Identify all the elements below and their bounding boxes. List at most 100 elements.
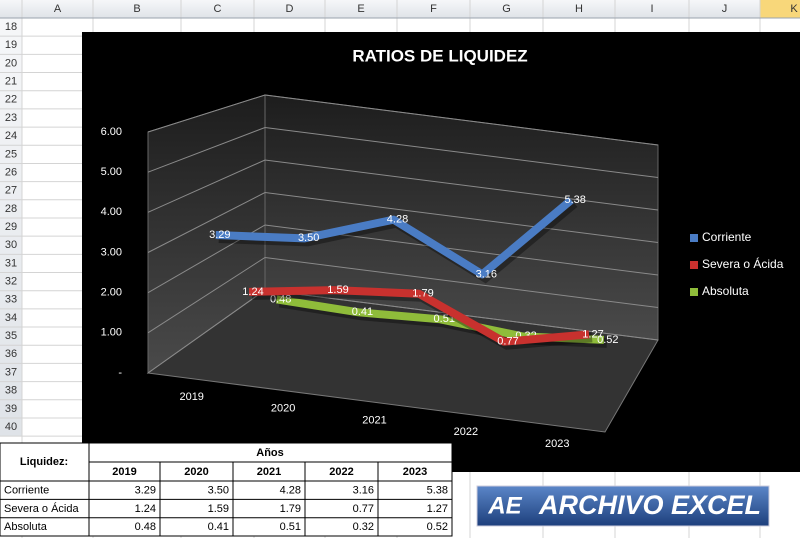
row-header: 31 xyxy=(5,257,17,269)
data-label: 1.24 xyxy=(242,286,263,298)
grid-line xyxy=(147,159,659,213)
table-row-label: Corriente xyxy=(4,484,49,496)
row-header: 18 xyxy=(5,21,17,33)
legend-swatch xyxy=(690,234,698,242)
column-header: K xyxy=(790,3,798,15)
table-cell: 1.59 xyxy=(208,503,229,515)
row-header: 39 xyxy=(5,403,17,415)
x-tick-label: 2020 xyxy=(271,403,295,415)
table-cell: 3.50 xyxy=(208,484,229,496)
data-label: 3.16 xyxy=(476,268,497,280)
data-label: 0.52 xyxy=(597,334,618,346)
row-header: 36 xyxy=(5,348,17,360)
column-header: H xyxy=(575,3,583,15)
y-tick-label: 4.00 xyxy=(101,206,122,218)
chart: RATIOS DE LIQUIDEZ - 1.00 2.00 3.00 4.00 5.00… xyxy=(101,46,784,450)
table-header: Años xyxy=(256,447,284,459)
data-label: 3.50 xyxy=(298,232,319,244)
row-header: 35 xyxy=(5,330,17,342)
series-line xyxy=(215,196,574,279)
logo-text: ARCHIVO EXCEL xyxy=(538,490,761,520)
grid-line xyxy=(147,256,659,334)
legend-swatch xyxy=(690,288,698,296)
x-tick-label: 2021 xyxy=(362,414,386,426)
data-label: 5.38 xyxy=(564,194,585,206)
row-header: 34 xyxy=(5,312,17,324)
column-header: E xyxy=(357,3,364,15)
grid-line xyxy=(147,126,659,178)
table-year: 2022 xyxy=(329,466,353,478)
row-header: 22 xyxy=(5,94,17,106)
row-header: 27 xyxy=(5,185,17,197)
row-header: 24 xyxy=(5,130,17,142)
y-tick-label: - xyxy=(118,367,122,379)
table-year: 2021 xyxy=(257,466,281,478)
row-header: 33 xyxy=(5,294,17,306)
table-year: 2023 xyxy=(403,466,427,478)
table-cell: 0.32 xyxy=(353,521,374,533)
column-header: J xyxy=(722,3,728,15)
data-label: 4.28 xyxy=(387,214,408,226)
column-header-bar xyxy=(0,0,800,18)
data-label: 3.29 xyxy=(209,229,230,241)
column-header: D xyxy=(286,3,294,15)
x-tick-label: 2019 xyxy=(179,391,203,403)
series-line xyxy=(248,286,590,346)
grid-line xyxy=(147,94,659,146)
x-tick-label: 2023 xyxy=(545,438,569,450)
data-table: Liquidez: Años 2019 2020 2021 2022 2023 Corri… xyxy=(0,442,453,537)
row-header: 21 xyxy=(5,76,17,88)
column-header: C xyxy=(214,3,222,15)
logo-box xyxy=(476,485,770,527)
row-header: 38 xyxy=(5,385,17,397)
legend-label: Severa o Ácida xyxy=(702,256,784,271)
table-frame xyxy=(0,442,453,537)
row-header: 25 xyxy=(5,148,17,160)
table-cell: 0.41 xyxy=(208,521,229,533)
row-header: 29 xyxy=(5,221,17,233)
row-header: 40 xyxy=(5,421,17,433)
table-row-label: Absoluta xyxy=(4,521,48,533)
table-cell: 1.79 xyxy=(280,503,301,515)
table-cell: 5.38 xyxy=(427,484,448,496)
y-tick-label: 6.00 xyxy=(101,126,122,138)
column-header: F xyxy=(430,3,437,15)
table-row-label: Severa o Ácida xyxy=(4,502,79,515)
y-tick-label: 2.00 xyxy=(101,287,122,299)
row-header: 28 xyxy=(5,203,17,215)
table-cell: 0.51 xyxy=(280,521,301,533)
legend-swatch xyxy=(690,261,698,269)
legend-label: Absoluta xyxy=(702,284,749,298)
row-header: 19 xyxy=(5,39,17,51)
data-label: 0.48 xyxy=(270,293,291,305)
logo: AE ARCHIVO EXCEL xyxy=(476,485,770,527)
table-cell: 3.29 xyxy=(135,484,156,496)
table-year: 2020 xyxy=(184,466,208,478)
x-tick-label: 2022 xyxy=(454,426,478,438)
grid-line xyxy=(147,191,659,253)
data-label: 1.79 xyxy=(412,288,433,300)
row-header: 32 xyxy=(5,276,17,288)
data-label: 0.41 xyxy=(352,306,373,318)
table-year: 2019 xyxy=(112,466,136,478)
row-header-bar xyxy=(0,18,22,437)
y-tick-label: 3.00 xyxy=(101,246,122,258)
y-tick-label: 5.00 xyxy=(101,166,122,178)
table-cell: 0.52 xyxy=(427,521,448,533)
y-tick-label: 1.00 xyxy=(101,327,122,339)
data-label: 1.59 xyxy=(327,284,348,296)
column-header: B xyxy=(133,3,140,15)
row-header: 26 xyxy=(5,166,17,178)
table-cell: 0.77 xyxy=(353,503,374,515)
data-label: 0.51 xyxy=(434,313,455,325)
table-cell: 4.28 xyxy=(280,484,301,496)
table-cell: 3.16 xyxy=(353,484,374,496)
selected-column-header xyxy=(760,0,800,18)
row-header: 23 xyxy=(5,112,17,124)
table-title: Liquidez: xyxy=(20,456,68,468)
legend-label: Corriente xyxy=(702,230,752,244)
table-cell: 0.48 xyxy=(135,521,156,533)
column-header: A xyxy=(54,3,62,15)
